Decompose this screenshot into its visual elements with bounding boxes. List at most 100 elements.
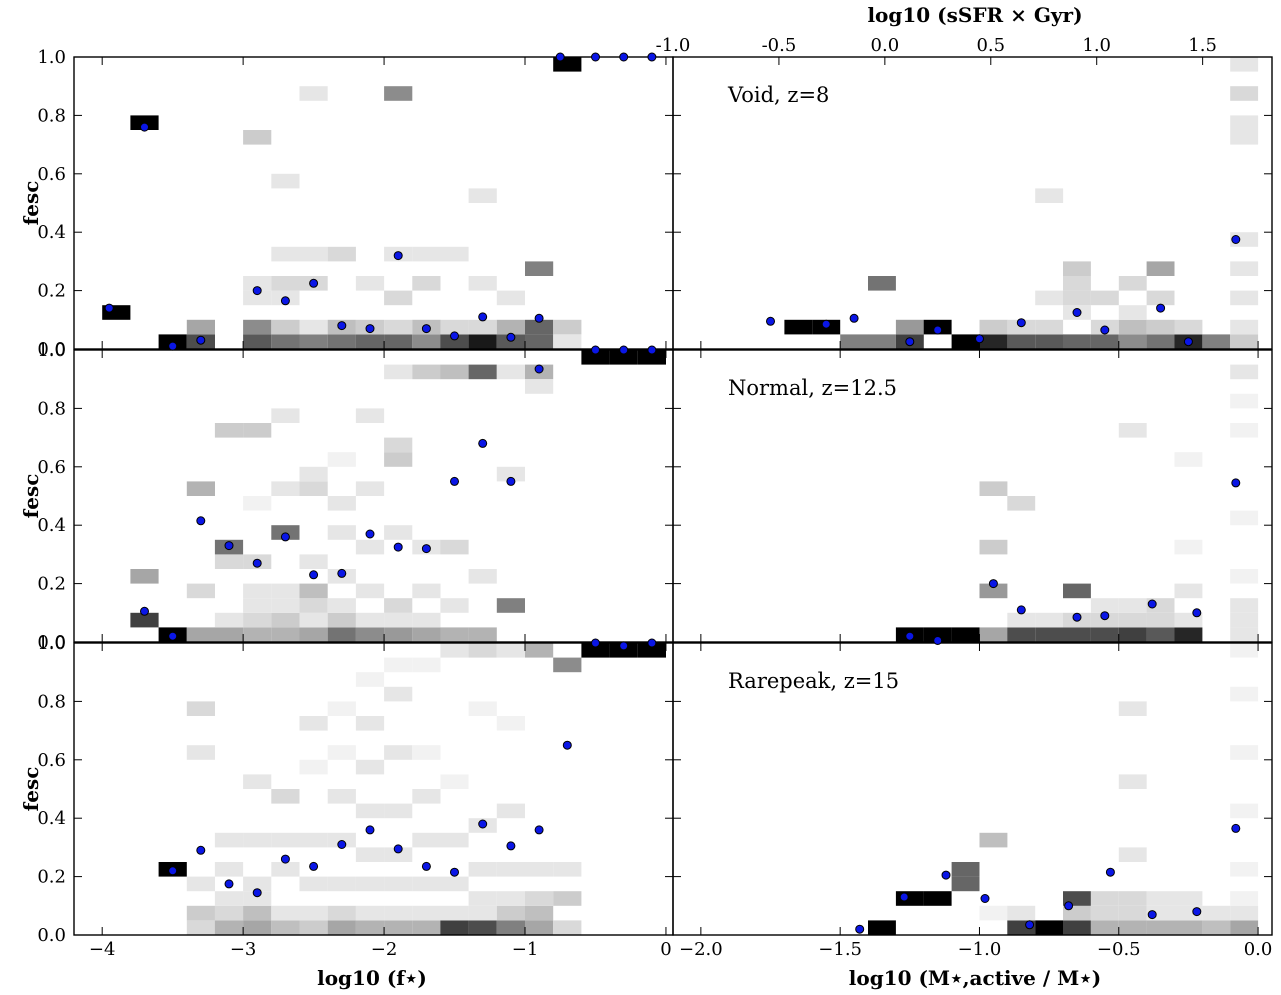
panel-label-normal: Normal, z=12.5 [728,376,897,400]
top-x-tick-label-0: -1.0 [656,35,691,56]
heatmap-cell-right-row-3-36 [1230,686,1259,702]
heatmap-cell-left-row-1-24 [355,334,385,349]
heatmap-cell-left-row-1-47 [525,319,554,335]
median-point-left-row-3-10 [450,867,459,877]
median-point-left-row-1-0 [104,303,114,313]
heatmap-cell-right-row-2-2 [951,627,980,642]
heatmap-cell-left-row-2-57 [440,627,469,642]
heatmap-cell-left-row-3-34 [327,701,356,716]
median-point-left-row-2-14 [534,364,544,374]
heatmap-cell-left-row-3-64 [468,920,497,935]
heatmap-cell-left-row-3-15 [243,832,272,848]
heatmap-cell-right-row-3-0 [868,920,896,935]
heatmap-cell-left-row-1-4 [186,319,215,335]
heatmap-cell-left-row-3-36 [355,905,385,921]
heatmap-cell-right-row-3-22 [1146,920,1175,935]
heatmap-cell-left-row-2-30 [299,481,328,496]
median-point-left-row-3-16 [619,641,629,651]
heatmap-cell-left-row-3-2 [186,905,215,921]
heatmap-cell-left-row-2-52 [412,627,441,642]
heatmap-cell-left-row-3-29 [327,905,356,921]
heatmap-cell-left-row-2-20 [271,598,300,613]
median-point-left-row-1-13 [506,332,516,342]
x-tick-label-left-2: −2 [371,939,398,960]
heatmap-cell-left-row-3-75 [496,803,525,819]
median-point-left-row-2-0 [140,606,149,616]
heatmap-cell-right-row-1-16 [1035,188,1064,203]
y-tick-label-left-row-1-0: 0.0 [37,339,66,360]
heatmap-cell-left-row-1-9 [243,130,272,145]
median-point-left-row-2-7 [337,568,347,578]
heatmap-cell-right-row-3-15 [1090,891,1119,906]
heatmap-cell-left-row-2-29 [299,554,328,569]
heatmap-cell-left-row-1-27 [384,334,413,349]
y-tick-label-left-row-3-0: 0.0 [37,925,66,946]
y-tick-label-left-row-3-2: 0.4 [37,808,66,829]
median-point-right-row-2-0 [905,631,915,641]
heatmap-cell-left-row-3-77 [496,643,525,658]
heatmap-cell-left-row-1-35 [412,246,441,262]
heatmap-cell-left-row-2-37 [327,496,356,511]
heatmap-cell-right-row-1-44 [1230,57,1259,72]
median-point-left-row-2-11 [450,476,459,486]
heatmap-cell-right-row-3-19 [1118,847,1147,862]
heatmap-cell-left-row-2-12 [243,612,272,628]
heatmap-cell-left-row-3-37 [355,876,385,892]
heatmap-cell-left-row-3-50 [384,657,413,673]
heatmap-cell-left-row-3-89 [637,643,666,658]
heatmap-cell-left-row-2-48 [384,525,413,540]
median-point-left-row-1-3 [196,335,206,345]
median-point-left-row-1-12 [478,312,488,322]
heatmap-cell-left-row-1-45 [496,290,525,306]
heatmap-cell-left-row-2-24 [271,408,300,423]
heatmap-cell-left-row-3-3 [186,876,215,892]
y-tick-label-left-row-3-1: 0.2 [37,867,66,888]
heatmap-cell-left-row-3-73 [496,891,525,906]
heatmap-cell-left-row-1-8 [243,276,272,291]
top-x-tick-label-1: -0.5 [762,35,797,56]
heatmap-cell-right-row-2-30 [1230,627,1259,642]
median-point-right-row-1-8 [1100,325,1110,335]
median-point-right-row-2-1 [933,636,943,645]
top-x-tick-label-2: 0.0 [871,35,900,56]
heatmap-cell-right-row-3-29 [1202,905,1231,921]
heatmap-cell-left-row-3-24 [299,876,328,892]
heatmap-cells [102,57,1259,935]
median-point-right-row-1-6 [1016,318,1026,328]
median-point-right-row-1-4 [933,325,943,335]
panel-frame-right-row-1 [672,56,1273,350]
heatmap-cell-right-row-3-6 [979,905,1008,921]
heatmap-cell-left-row-1-13 [271,276,300,291]
heatmap-cell-right-row-1-21 [1063,261,1091,276]
median-point-left-row-2-2 [196,516,206,526]
median-point-left-row-3-13 [534,825,544,835]
median-point-right-row-1-3 [905,337,915,347]
heatmap-cell-left-row-3-26 [299,759,328,775]
heatmap-cell-right-row-1-42 [1230,115,1259,130]
heatmap-cell-left-row-3-12 [243,905,272,921]
heatmap-cell-left-row-3-10 [214,832,244,848]
heatmap-cell-right-row-3-31 [1230,905,1259,921]
heatmap-cell-left-row-2-56 [412,364,441,380]
heatmap-cell-left-row-3-7 [214,905,244,921]
heatmap-cell-left-row-2-18 [271,627,300,642]
heatmap-cell-right-row-1-41 [1230,130,1259,145]
heatmap-cell-left-row-3-71 [496,920,525,935]
heatmap-cell-right-row-1-39 [1230,261,1259,276]
y-tick-label-left-row-1-5: 1.0 [37,47,66,68]
heatmap-cell-right-row-3-20 [1118,774,1147,789]
median-point-left-row-3-0 [168,866,178,876]
heatmap-cell-left-row-3-14 [243,876,272,892]
heatmap-cell-left-row-3-5 [186,701,215,716]
median-point-right-row-2-8 [1231,478,1241,488]
median-point-left-row-3-2 [224,879,234,889]
y-axis-label-row-1: fesc [19,181,43,226]
heatmap-cell-left-row-2-53 [412,612,441,628]
heatmap-cell-right-row-3-8 [1007,905,1036,921]
heatmap-cell-left-row-3-56 [412,745,441,760]
heatmap-cell-left-row-3-66 [468,891,497,906]
heatmap-cell-left-row-1-39 [468,334,497,349]
heatmap-cell-left-row-1-14 [271,246,300,262]
heatmap-cell-left-row-3-76 [496,716,525,731]
median-point-right-row-1-1 [821,319,831,329]
